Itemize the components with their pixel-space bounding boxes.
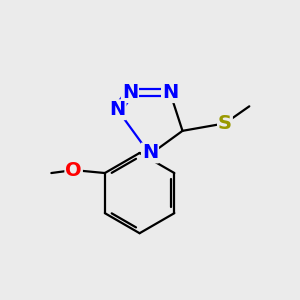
Text: O: O — [65, 160, 82, 180]
Text: N: N — [122, 83, 138, 102]
Text: N: N — [142, 143, 158, 163]
Text: N: N — [110, 100, 126, 119]
Text: S: S — [218, 114, 232, 133]
Text: N: N — [162, 83, 178, 102]
